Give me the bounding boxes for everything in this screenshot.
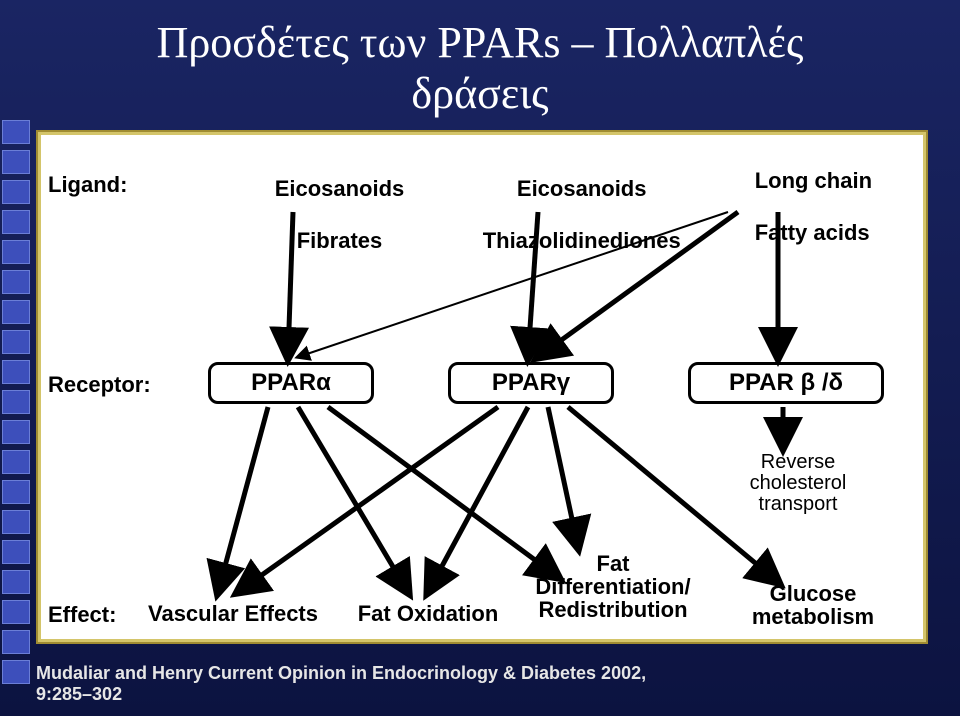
effect-rc-l1: Reverse xyxy=(761,451,835,473)
ligand-bd-l2: Fatty acids xyxy=(755,220,870,245)
accent-block xyxy=(2,630,30,654)
accent-block xyxy=(2,660,30,684)
accent-block xyxy=(2,450,30,474)
effect-fat-l1: Fat xyxy=(597,551,630,576)
citation: Mudaliar and Henry Current Opinion in En… xyxy=(36,663,646,706)
accent-block xyxy=(2,480,30,504)
slide: Προσδέτες των PPARs – Πολλαπλές δράσεις … xyxy=(0,0,960,716)
effect-rc-l2: cholesterol xyxy=(750,472,847,494)
accent-block xyxy=(2,120,30,144)
accent-block xyxy=(2,150,30,174)
accent-block xyxy=(2,540,30,564)
effect-reverse-chol: Reverse cholesterol transport xyxy=(728,452,868,515)
effect-fat-l2: Differentiation/ xyxy=(535,574,690,599)
effect-fat-l3: Redistribution xyxy=(538,597,687,622)
accent-block xyxy=(2,210,30,234)
effect-fat-diff: Fat Differentiation/ Redistribution xyxy=(518,552,708,621)
effect-rc-l3: transport xyxy=(759,493,838,515)
slide-title: Προσδέτες των PPARs – Πολλαπλές δράσεις xyxy=(0,18,960,119)
ligand-betadelta: Long chain Fatty acids xyxy=(718,142,872,272)
accent-block xyxy=(2,600,30,624)
title-line1: Προσδέτες των PPARs – Πολλαπλές xyxy=(157,18,804,67)
effect-gl-l1: Glucose xyxy=(770,581,857,606)
effect-fat-oxidation: Fat Oxidation xyxy=(343,602,513,625)
accent-block xyxy=(2,360,30,384)
ligand-alpha: Eicosanoids Fibrates xyxy=(238,150,404,280)
decorative-blocks xyxy=(2,120,30,690)
ligand-gamma-l2: Thiazolidinediones xyxy=(483,228,681,253)
row-label-ligand: Ligand: xyxy=(48,172,127,198)
accent-block xyxy=(2,390,30,414)
effect-gl-l2: metabolism xyxy=(752,604,874,629)
ligand-bd-l1: Long chain xyxy=(755,168,872,193)
accent-block xyxy=(2,180,30,204)
ligand-gamma-l1: Eicosanoids xyxy=(517,176,647,201)
receptor-ppar-alpha: PPARα xyxy=(208,362,374,404)
row-label-effect: Effect: xyxy=(48,602,116,628)
effect-glucose: Glucose metabolism xyxy=(728,582,898,628)
accent-block xyxy=(2,240,30,264)
ligand-gamma: Eicosanoids Thiazolidinediones xyxy=(446,150,681,280)
accent-block xyxy=(2,300,30,324)
ligand-alpha-l2: Fibrates xyxy=(297,228,383,253)
effect-vascular: Vascular Effects xyxy=(133,602,333,625)
receptor-ppar-gamma: PPARγ xyxy=(448,362,614,404)
accent-block xyxy=(2,420,30,444)
accent-block xyxy=(2,510,30,534)
receptor-ppar-beta-delta: PPAR β /δ xyxy=(688,362,884,404)
accent-block xyxy=(2,270,30,294)
citation-l2: 9:285–302 xyxy=(36,684,122,704)
diagram-panel: Ligand: Receptor: Effect: Eicosanoids Fi… xyxy=(36,130,928,644)
accent-block xyxy=(2,330,30,354)
citation-l1: Mudaliar and Henry Current Opinion in En… xyxy=(36,663,646,683)
title-line2: δράσεις xyxy=(411,69,548,118)
accent-block xyxy=(2,570,30,594)
ligand-alpha-l1: Eicosanoids xyxy=(275,176,405,201)
row-label-receptor: Receptor: xyxy=(48,372,151,398)
